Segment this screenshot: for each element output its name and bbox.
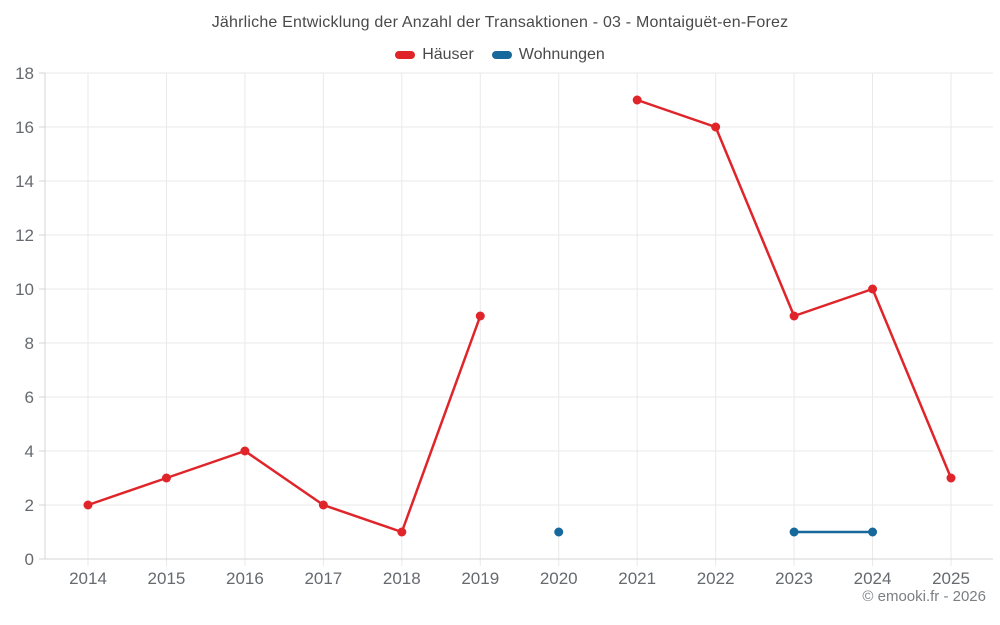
y-axis-tick-label: 16 [15,118,34,137]
data-point-h-user-2022[interactable] [711,122,721,132]
data-point-wohnungen-2023[interactable] [789,527,799,537]
legend-item-hauser[interactable]: Häuser [395,46,474,64]
y-axis-tick-label: 14 [15,172,34,191]
x-axis-tick-label: 2022 [697,569,735,588]
legend: Häuser Wohnungen [0,46,1000,64]
legend-label-wohnungen: Wohnungen [518,46,605,63]
legend-label-hauser: Häuser [422,46,474,63]
data-point-wohnungen-2024[interactable] [868,527,878,537]
y-axis-tick-label: 2 [25,496,34,515]
data-point-h-user-2015[interactable] [161,473,171,483]
x-axis-tick-label: 2016 [226,569,264,588]
x-axis-tick-label: 2023 [775,569,813,588]
attribution: © emooki.fr - 2026 [862,588,986,605]
data-point-h-user-2016[interactable] [240,446,250,456]
y-axis-tick-label: 0 [25,550,34,569]
data-point-h-user-2019[interactable] [475,311,485,321]
y-axis-tick-label: 18 [15,64,34,83]
series-line-h-user [86,314,482,534]
x-axis-tick-label: 2018 [383,569,421,588]
y-axis-tick-label: 10 [15,280,34,299]
y-axis-tick-label: 4 [25,442,34,461]
data-point-h-user-2018[interactable] [397,527,407,537]
hauser-series-swatch [395,51,416,59]
data-point-h-user-2024[interactable] [868,284,878,294]
data-point-h-user-2014[interactable] [83,500,93,510]
data-point-wohnungen-2020[interactable] [554,527,564,537]
x-axis-tick-label: 2020 [540,569,578,588]
x-axis-tick-label: 2015 [148,569,186,588]
x-axis-tick-label: 2024 [854,569,892,588]
series-wohnungen [554,527,878,537]
series-h-user [83,95,956,537]
data-point-h-user-2017[interactable] [318,500,328,510]
y-axis-tick-label: 6 [25,388,34,407]
data-point-h-user-2023[interactable] [789,311,799,321]
x-axis-tick-label: 2017 [304,569,342,588]
x-axis-tick-label: 2021 [618,569,656,588]
x-axis-tick-label: 2019 [461,569,499,588]
x-axis-tick-label: 2025 [932,569,970,588]
wohnungen-series-swatch [491,51,512,59]
y-axis-tick-label: 12 [15,226,34,245]
data-point-h-user-2021[interactable] [632,95,642,105]
chart-title: Jährliche Entwicklung der Anzahl der Tra… [211,14,789,31]
legend-item-wohnungen[interactable]: Wohnungen [491,46,605,64]
x-axis-tick-label: 2014 [69,569,107,588]
data-point-h-user-2025[interactable] [946,473,956,483]
y-axis-tick-label: 8 [25,334,34,353]
